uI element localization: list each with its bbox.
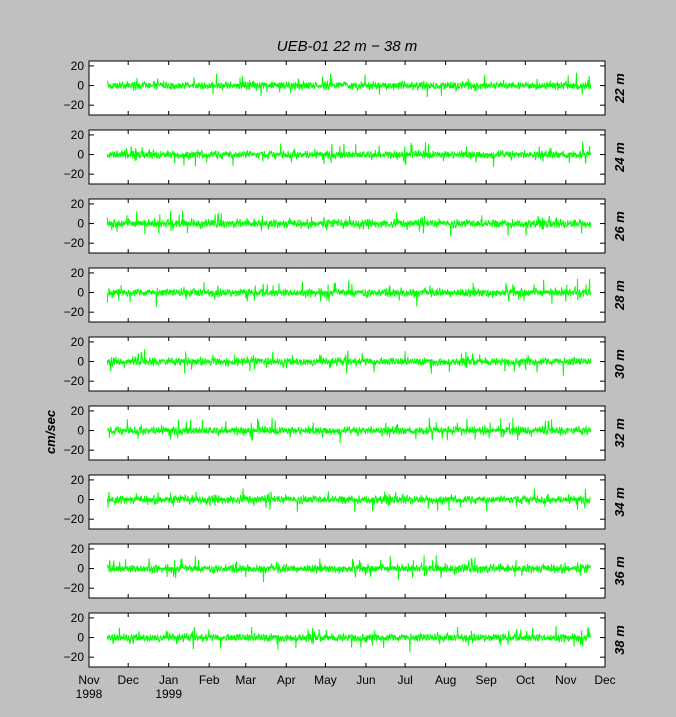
y-tick-label: −20 — [64, 443, 85, 457]
panel: 20 0 −20 38 m — [64, 611, 627, 668]
y-tick-label: 20 — [71, 473, 85, 487]
panel: 20 0 −20 26 m — [64, 197, 627, 254]
x-tick-label: Apr — [277, 673, 296, 687]
series-line — [107, 417, 592, 444]
x-tick-sublabel: 1999 — [155, 687, 182, 701]
series-line — [106, 488, 591, 513]
series-label: 34 m — [612, 487, 627, 517]
x-tick-label: Feb — [199, 673, 220, 687]
panel: 20 0 −20 30 m — [64, 335, 627, 392]
series-line — [106, 72, 592, 98]
x-tick-label: Nov — [555, 673, 576, 687]
y-tick-label: 20 — [71, 335, 85, 349]
x-tick-label: Oct — [516, 673, 535, 687]
panel: 20 0 −20 34 m — [64, 473, 627, 530]
y-tick-label: 0 — [77, 148, 84, 162]
y-tick-label: 20 — [71, 611, 85, 625]
y-tick-label: 20 — [71, 542, 85, 556]
panel: 20 0 −20 22 m — [64, 59, 627, 116]
series-label: 30 m — [612, 349, 627, 379]
panel-frame — [88, 60, 606, 116]
series-label: 38 m — [612, 625, 627, 655]
panel: 20 0 −20 36 m — [64, 542, 627, 599]
y-tick-label: −20 — [64, 305, 85, 319]
y-tick-label: 0 — [77, 79, 84, 93]
y-tick-label: −20 — [64, 98, 85, 112]
panel: 20 0 −20 28 m — [64, 266, 627, 323]
series-line — [106, 555, 591, 583]
x-tick-label: Dec — [594, 673, 615, 687]
x-tick-label: Sep — [475, 673, 497, 687]
y-tick-label: 0 — [77, 493, 84, 507]
y-tick-label: 0 — [77, 286, 84, 300]
y-tick-label: 20 — [71, 197, 85, 211]
x-tick-sublabel: 1998 — [76, 687, 103, 701]
series-line — [106, 278, 592, 308]
series-line — [106, 210, 592, 237]
series-line — [106, 349, 592, 377]
series-label: 32 m — [612, 418, 627, 448]
y-tick-label: 20 — [71, 266, 85, 280]
series-label: 22 m — [612, 73, 627, 104]
y-tick-label: −20 — [64, 650, 85, 664]
series-label: 36 m — [612, 556, 627, 586]
y-tick-label: 0 — [77, 562, 84, 576]
x-tick-label: Aug — [435, 673, 456, 687]
y-axis-label: cm/sec — [43, 409, 58, 454]
series-line — [106, 626, 592, 653]
x-tick-label: May — [314, 673, 337, 687]
y-tick-label: −20 — [64, 167, 85, 181]
chart-title: UEB-01 22 m − 38 m — [277, 38, 417, 55]
series-label: 24 m — [612, 142, 627, 173]
y-tick-label: −20 — [64, 374, 85, 388]
panel: 20 0 −20 24 m — [64, 128, 627, 185]
x-tick-label: Dec — [118, 673, 139, 687]
y-tick-label: 20 — [71, 128, 85, 142]
series-label: 26 m — [612, 211, 627, 242]
y-tick-label: −20 — [64, 512, 85, 526]
y-tick-label: 0 — [77, 217, 84, 231]
y-tick-label: 0 — [77, 424, 84, 438]
y-tick-label: 20 — [71, 59, 85, 73]
series-line — [106, 141, 592, 168]
y-tick-label: 0 — [77, 631, 84, 645]
x-tick-label: Jan — [159, 673, 178, 687]
y-tick-label: −20 — [64, 581, 85, 595]
x-tick-label: Nov — [78, 673, 99, 687]
y-tick-label: 20 — [71, 404, 85, 418]
series-label: 28 m — [612, 280, 627, 311]
x-tick-label: Jun — [356, 673, 375, 687]
panel: 20 0 −20 32 m — [64, 404, 627, 461]
panel-frame — [88, 474, 606, 530]
x-tick-label: Mar — [235, 673, 256, 687]
x-tick-label: Jul — [397, 673, 412, 687]
panels: 20 0 −20 22 m 20 0 −20 24 m 20 0 −20 26 m 20 0 −20 28 m… — [64, 59, 627, 668]
y-tick-label: −20 — [64, 236, 85, 250]
y-tick-label: 0 — [77, 355, 84, 369]
